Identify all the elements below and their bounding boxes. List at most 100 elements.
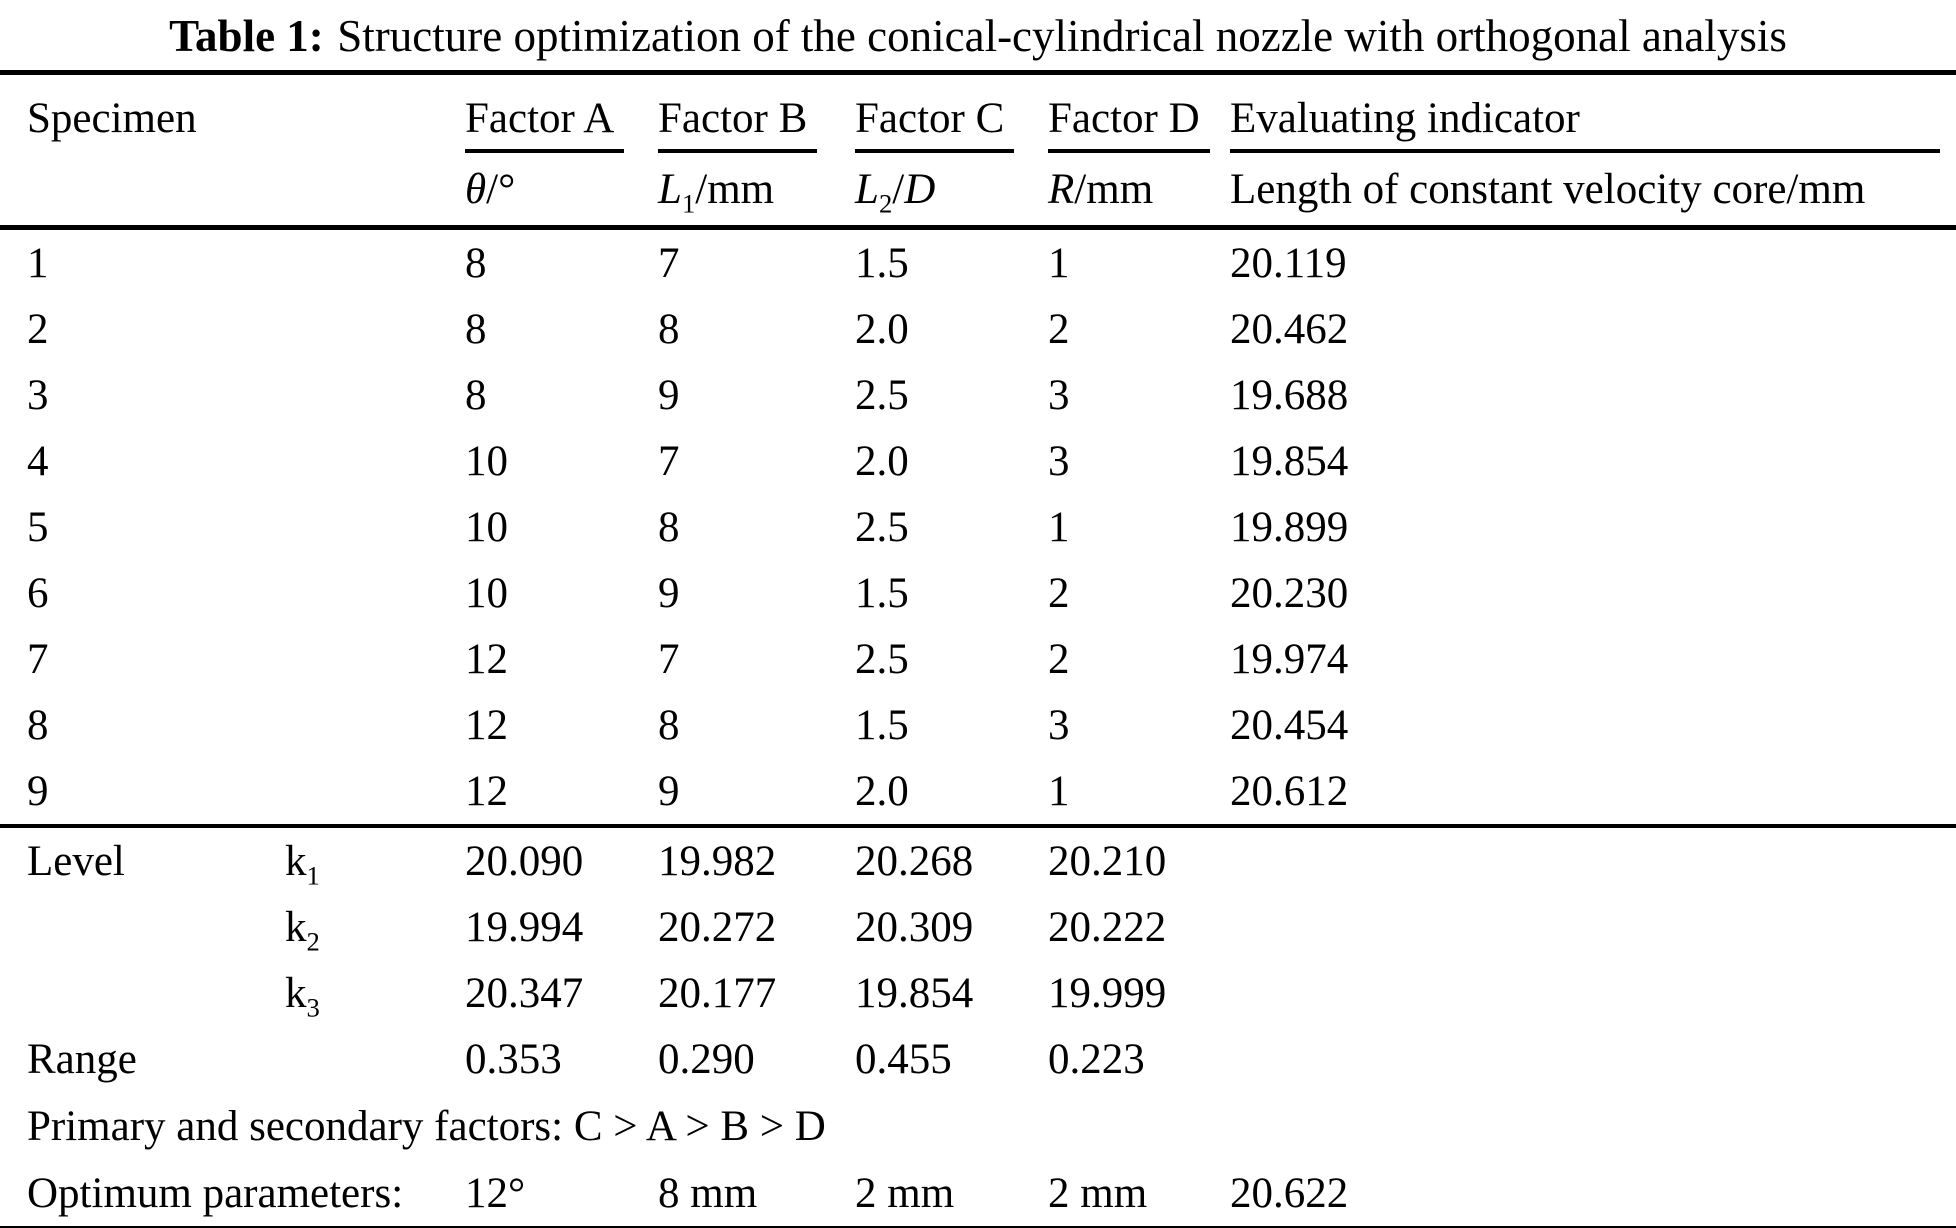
factor-c-value: 2.5	[855, 503, 909, 551]
k1-factor-a: 20.090	[465, 837, 584, 885]
k2-factor-a: 19.994	[465, 903, 584, 951]
specimen-number: 7	[27, 635, 49, 683]
specimen-row-1: 1 8 7 1.5 1 20.119	[0, 228, 1956, 297]
range-factor-b: 0.290	[658, 1035, 755, 1083]
factor-b-unit: L1/mm	[658, 153, 856, 230]
specimen-number: 4	[27, 437, 49, 485]
unit-text: /mm	[1074, 165, 1154, 213]
r-symbol: R	[1048, 165, 1075, 213]
orthogonal-analysis-table: Specimen Factor A Factor B Factor C Fact…	[0, 70, 1956, 1228]
k-symbol: k	[285, 903, 307, 951]
specimen-row-4: 4 10 7 2.0 3 19.854	[0, 428, 1956, 494]
specimen-row-5: 5 10 8 2.5 1 19.899	[0, 494, 1956, 560]
primary-secondary-text: Primary and secondary factors: C > A > B…	[27, 1102, 826, 1150]
table-caption-label: Table 1:	[169, 11, 324, 61]
factor-c-unit: L2/D	[855, 153, 1049, 230]
factor-d-value: 2	[1048, 635, 1070, 683]
level-k3-row: k3 20.347 20.177 19.854 19.999	[0, 960, 1956, 1026]
k1-factor-d: 20.210	[1048, 837, 1167, 885]
theta-symbol: θ	[465, 165, 487, 213]
range-factor-c: 0.455	[855, 1035, 952, 1083]
factor-a-value: 12	[465, 758, 659, 828]
indicator-value: 20.454	[1230, 701, 1349, 749]
factor-a-unit: θ/°	[465, 153, 659, 230]
specimen-number: 3	[27, 371, 49, 419]
factor-b-value: 9	[658, 758, 856, 828]
factor-b-value: 9	[658, 371, 680, 419]
factor-d-header-cell: Factor D	[1048, 73, 1230, 153]
range-factor-a: 0.353	[465, 1035, 562, 1083]
factor-a-value: 10	[465, 569, 509, 617]
k2-factor-c: 20.309	[855, 903, 974, 951]
k3-factor-b: 20.177	[658, 969, 777, 1017]
empty-cell	[0, 894, 285, 960]
specimen-row-2: 2 8 8 2.0 2 20.462	[0, 296, 1956, 362]
level-label: Level	[27, 837, 125, 885]
level-k1-row: Level k1 20.090 19.982 20.268 20.210	[0, 826, 1956, 894]
factor-b-value: 8	[658, 701, 680, 749]
factor-a-value: 8	[465, 305, 487, 353]
factor-d-value: 3	[1048, 701, 1070, 749]
level-k2-row: k2 19.994 20.272 20.309 20.222	[0, 894, 1956, 960]
indicator-value: 20.230	[1230, 569, 1349, 617]
factor-d-value: 3	[1048, 371, 1070, 419]
k-symbol: k	[285, 969, 307, 1017]
specimen-header: Specimen	[27, 95, 197, 142]
k1-label: k1	[285, 826, 465, 894]
indicator-value: 20.462	[1230, 305, 1349, 353]
factor-b-value: 7	[658, 437, 680, 485]
range-label: Range	[27, 1035, 137, 1083]
header-row-factors: Specimen Factor A Factor B Factor C Fact…	[0, 73, 1956, 153]
evaluating-indicator-header: Evaluating indicator	[1230, 97, 1941, 153]
factor-d-value: 3	[1048, 437, 1070, 485]
indicator-value: 20.119	[1230, 239, 1347, 287]
factor-a-value: 10	[465, 437, 509, 485]
factor-d-unit: R/mm	[1048, 153, 1231, 230]
indicator-value: 19.688	[1230, 371, 1349, 419]
factor-c-value: 1.5	[855, 239, 909, 287]
optimum-factor-a: 12°	[465, 1169, 526, 1217]
factor-d-value: 2	[1048, 569, 1070, 617]
empty-cell	[1230, 826, 1956, 894]
indicator-value: 19.974	[1230, 635, 1349, 683]
factor-b-header: Factor B	[658, 97, 818, 153]
optimum-indicator-value: 20.622	[1230, 1169, 1349, 1217]
specimen-row-9: 9 12 9 2.0 1 20.612	[0, 758, 1956, 828]
optimum-label: Optimum parameters:	[27, 1169, 404, 1217]
factor-a-value: 8	[465, 239, 487, 287]
factor-b-value: 9	[658, 569, 680, 617]
k1-factor-c: 20.268	[855, 837, 974, 885]
factor-c-value: 1.5	[855, 701, 909, 749]
k3-factor-a: 20.347	[465, 969, 584, 1017]
subscript: 2	[878, 188, 893, 219]
factor-b-value: 8	[658, 305, 680, 353]
l1-symbol: L	[658, 165, 682, 213]
table-caption: Table 1: Structure optimization of the co…	[0, 0, 1956, 70]
k2-label: k2	[285, 894, 465, 960]
specimen-number: 8	[27, 701, 49, 749]
specimen-row-3: 3 8 9 2.5 3 19.688	[0, 362, 1956, 428]
factor-d-value: 1	[1048, 758, 1231, 828]
optimum-factor-b: 8 mm	[658, 1169, 758, 1217]
factor-a-header: Factor A	[465, 97, 625, 153]
factor-c-value: 2.0	[855, 758, 1049, 828]
empty-cell	[1230, 1026, 1956, 1092]
factor-d-value: 1	[1048, 503, 1070, 551]
specimen-row-6: 6 10 9 1.5 2 20.230	[0, 560, 1956, 626]
subscript: 1	[681, 188, 696, 219]
empty-cell	[1230, 894, 1956, 960]
subscript: 3	[306, 992, 320, 1023]
factor-c-value: 2.5	[855, 635, 909, 683]
subscript: 2	[306, 926, 320, 957]
specimen-row-7: 7 12 7 2.5 2 19.974	[0, 626, 1956, 692]
table-caption-text: Structure optimization of the conical-cy…	[337, 11, 1787, 61]
optimum-factor-c: 2 mm	[855, 1169, 955, 1217]
factor-c-value: 2.5	[855, 371, 909, 419]
empty-cell	[0, 153, 466, 230]
specimen-row-8: 8 12 8 1.5 3 20.454	[0, 692, 1956, 758]
factor-c-value: 2.0	[855, 305, 909, 353]
factor-a-value: 10	[465, 503, 509, 551]
factor-a-value: 8	[465, 371, 487, 419]
d-symbol: D	[904, 165, 936, 213]
k3-factor-d: 19.999	[1048, 969, 1167, 1017]
